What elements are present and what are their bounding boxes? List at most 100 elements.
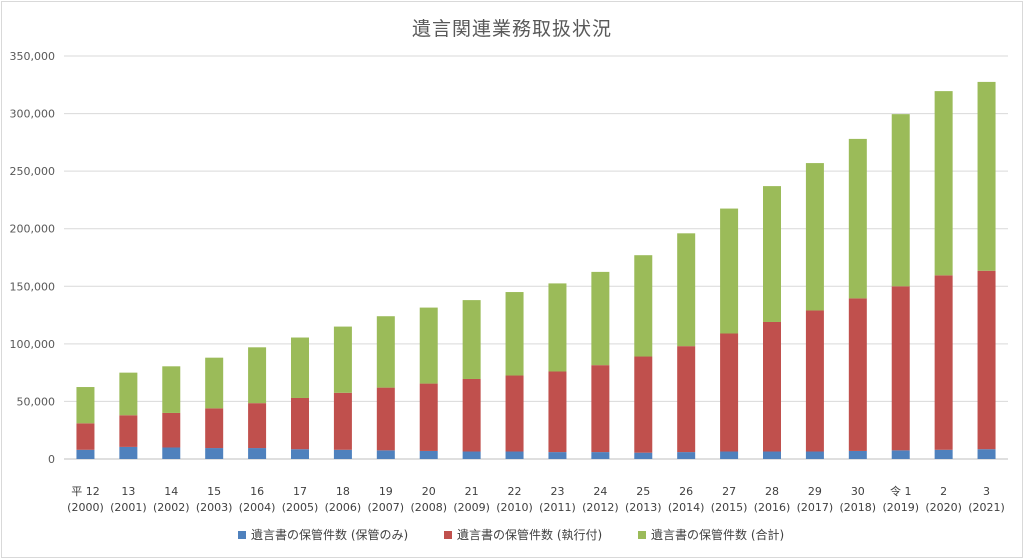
- y-tick-label: 200,000: [10, 223, 56, 236]
- x-tick-label: 24: [593, 485, 607, 498]
- bar-segment-series-0: [162, 447, 181, 459]
- x-tick-label: 27: [722, 485, 736, 498]
- bar-segment-series-0: [591, 452, 610, 459]
- bar-segment-series-0: [720, 451, 739, 459]
- x-tick-label: 15: [207, 485, 221, 498]
- bar-segment-series-1: [548, 371, 567, 453]
- bar-segment-series-2: [291, 337, 309, 398]
- bar-segment-series-0: [205, 448, 224, 459]
- bar-segment-series-2: [162, 366, 181, 413]
- bar-segment-series-1: [119, 415, 138, 447]
- x-tick-sublabel: (2006): [325, 501, 362, 514]
- bar-segment-series-1: [848, 298, 867, 451]
- x-tick-sublabel: (2018): [840, 501, 877, 514]
- x-tick-label: 18: [336, 485, 350, 498]
- bar-segment-series-1: [162, 412, 181, 448]
- bar-segment-series-0: [677, 452, 696, 459]
- y-tick-label: 50,000: [17, 395, 56, 408]
- legend-swatch-storage-only: [238, 530, 246, 539]
- bar-segment-series-0: [419, 450, 438, 459]
- bar-segment-series-0: [119, 446, 138, 459]
- bar-segment-series-0: [291, 449, 309, 459]
- x-tick-label: 3: [983, 485, 990, 498]
- x-tick-label: 13: [121, 485, 135, 498]
- bar-segment-series-2: [848, 138, 867, 299]
- bar-segment-series-0: [848, 450, 867, 459]
- x-tick-label: 令 1: [890, 484, 912, 498]
- x-tick-label: 平 12: [71, 485, 100, 498]
- bar-segment-series-0: [462, 451, 481, 459]
- legend-label-total: 遺言書の保管件数 (合計): [651, 528, 785, 542]
- bar-segment-series-2: [333, 326, 352, 393]
- bar-segment-series-2: [376, 316, 395, 388]
- bar-segment-series-1: [977, 270, 996, 450]
- bar-segment-series-1: [763, 321, 781, 452]
- x-tick-sublabel: (2013): [625, 501, 662, 514]
- bar-segment-series-1: [591, 365, 610, 453]
- x-tick-sublabel: (2016): [754, 501, 791, 514]
- y-tick-label: 150,000: [10, 280, 56, 293]
- x-tick-sublabel: (2002): [153, 501, 190, 514]
- bar-segment-series-0: [634, 452, 653, 459]
- bar-segment-series-1: [205, 408, 224, 449]
- x-tick-sublabel: (2014): [668, 501, 705, 514]
- chart-title: 遺言関連業務取扱状況: [411, 18, 612, 40]
- x-tick-label: 26: [679, 485, 693, 498]
- x-tick-label: 2: [940, 485, 947, 498]
- x-tick-sublabel: (2007): [368, 501, 405, 514]
- bar-segment-series-2: [934, 91, 953, 276]
- x-tick-label: 20: [422, 485, 436, 498]
- bar-segment-series-1: [291, 397, 309, 450]
- legend-swatch-total: [638, 530, 646, 539]
- legend-item-with-execution: 遺言書の保管件数 (執行付): [444, 526, 602, 543]
- bar-segment-series-2: [505, 292, 524, 376]
- x-tick-sublabel: (2020): [925, 501, 962, 514]
- bar-segment-series-2: [76, 387, 95, 424]
- x-tick-sublabel: (2004): [239, 501, 276, 514]
- legend-item-storage-only: 遺言書の保管件数 (保管のみ): [238, 526, 408, 543]
- x-tick-label: 16: [250, 485, 264, 498]
- x-tick-sublabel: (2009): [453, 501, 490, 514]
- y-tick-label: 250,000: [10, 165, 56, 178]
- legend-item-total: 遺言書の保管件数 (合計): [638, 526, 784, 543]
- bar-segment-series-1: [677, 346, 696, 453]
- x-tick-sublabel: (2005): [282, 501, 319, 514]
- x-tick-sublabel: (2011): [539, 501, 576, 514]
- bar-segment-series-2: [977, 81, 996, 271]
- x-tick-sublabel: (2015): [711, 501, 748, 514]
- x-tick-label: 14: [164, 485, 178, 498]
- legend-swatch-with-execution: [444, 530, 452, 539]
- bar-segment-series-0: [376, 450, 395, 459]
- x-tick-sublabel: (2021): [968, 501, 1005, 514]
- bar-segment-series-2: [119, 372, 138, 416]
- bar-segment-series-2: [805, 163, 824, 311]
- bar-segment-series-1: [419, 383, 438, 451]
- bar-segment-series-0: [934, 449, 953, 459]
- x-tick-label: 17: [293, 485, 307, 498]
- y-tick-label: 0: [48, 453, 55, 466]
- bar-segment-series-2: [891, 114, 910, 287]
- x-tick-sublabel: (2001): [110, 501, 147, 514]
- bar-segment-series-1: [248, 403, 267, 449]
- bar-segment-series-1: [805, 310, 824, 452]
- bar-segment-series-2: [591, 271, 610, 366]
- bar-segment-series-1: [934, 275, 953, 450]
- chart-legend: 遺言書の保管件数 (保管のみ) 遺言書の保管件数 (執行付) 遺言書の保管件数 …: [0, 526, 1024, 548]
- y-tick-label: 300,000: [10, 108, 56, 121]
- x-tick-sublabel: (2019): [882, 501, 919, 514]
- bar-segment-series-1: [333, 392, 352, 450]
- x-tick-label: 29: [808, 485, 822, 498]
- x-tick-label: 22: [508, 485, 522, 498]
- x-tick-label: 19: [379, 485, 393, 498]
- bar-segment-series-2: [763, 186, 781, 322]
- bar-segment-series-1: [505, 375, 524, 452]
- x-tick-label: 25: [636, 485, 650, 498]
- bar-segment-series-2: [720, 208, 739, 334]
- legend-label-with-execution: 遺言書の保管件数 (執行付): [457, 528, 603, 542]
- bar-segment-series-2: [677, 233, 696, 347]
- bar-segment-series-0: [548, 452, 567, 459]
- x-tick-sublabel: (2008): [410, 501, 447, 514]
- legend-label-storage-only: 遺言書の保管件数 (保管のみ): [251, 528, 409, 542]
- bar-segment-series-0: [977, 449, 996, 459]
- x-tick-label: 23: [550, 485, 564, 498]
